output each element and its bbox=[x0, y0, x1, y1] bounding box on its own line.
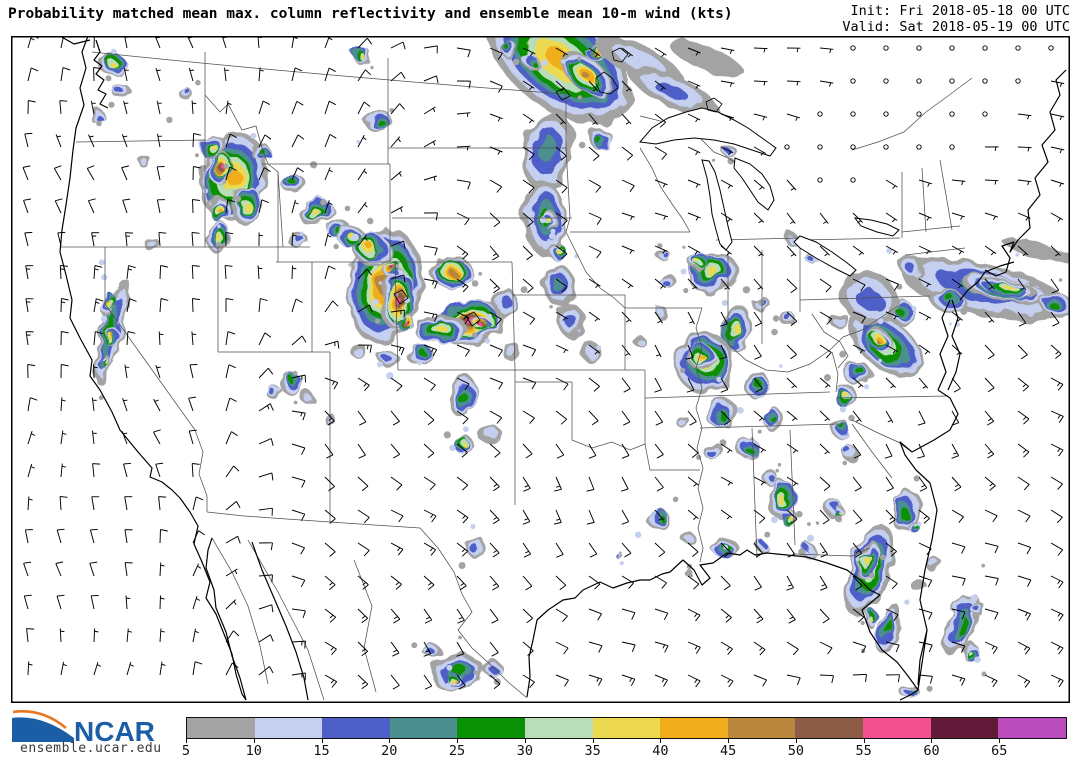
colorbar-tick-label: 25 bbox=[448, 743, 466, 759]
valid-time: Valid: Sat 2018-05-19 00 UTC bbox=[842, 18, 1070, 35]
colorbar-tick-mark bbox=[186, 739, 187, 743]
ncar-logo-swoosh bbox=[12, 717, 74, 742]
colorbar-segment bbox=[254, 718, 323, 738]
colorbar-tick-label: 30 bbox=[516, 743, 533, 759]
logo-url: ensemble.ucar.edu bbox=[20, 741, 162, 756]
colorbar-segment bbox=[930, 718, 999, 738]
colorbar-tick-label: 55 bbox=[855, 743, 872, 759]
page-title: Probability matched mean max. column ref… bbox=[8, 6, 733, 22]
colorbar-segment bbox=[795, 718, 864, 738]
reflectivity-speckles bbox=[96, 48, 1063, 692]
contour-scribbles bbox=[393, 47, 723, 327]
colorbar-tick-mark bbox=[931, 739, 933, 743]
ncar-logo-arc bbox=[12, 710, 67, 729]
colorbar-segment bbox=[863, 718, 931, 738]
colorbar-tick-mark bbox=[389, 739, 391, 743]
colorbar-tick-label: 40 bbox=[652, 743, 669, 759]
colorbar-segment bbox=[187, 718, 255, 738]
map-border bbox=[11, 36, 1070, 703]
coastlines bbox=[59, 36, 1067, 701]
colorbar-tick-label: 20 bbox=[381, 743, 398, 759]
colorbar-tick-label: 5 bbox=[181, 743, 191, 759]
colorbar-tick-label: 35 bbox=[584, 743, 601, 759]
ncar-logo: NCAR bbox=[12, 710, 155, 747]
wind-barbs-layer bbox=[22, 36, 1065, 690]
ncar-logo-text: NCAR bbox=[74, 716, 155, 747]
colorbar-ticks: 5 10 15 20 25 30 35 40 45 50 55 60 65 bbox=[182, 739, 1067, 763]
colorbar-tick-label: 65 bbox=[991, 743, 1008, 759]
colorbar-tick-mark bbox=[457, 739, 459, 743]
colorbar-tick-mark bbox=[253, 739, 255, 743]
colorbar-segment bbox=[998, 718, 1066, 738]
colorbar-tick-mark bbox=[795, 739, 797, 743]
colorbar-segment bbox=[660, 718, 728, 738]
colorbar-tick-label: 10 bbox=[245, 743, 262, 759]
weather-map bbox=[11, 36, 1070, 703]
reflectivity-layer bbox=[89, 36, 1070, 700]
colorbar-tick-mark bbox=[863, 739, 865, 743]
colorbar-tick-label: 45 bbox=[720, 743, 737, 759]
run-times: Init: Fri 2018-05-18 00 UTC Valid: Sat 2… bbox=[842, 3, 1070, 35]
colorbar-segment bbox=[727, 718, 796, 738]
colorbar-segment bbox=[592, 718, 661, 738]
colorbar-segment bbox=[322, 718, 390, 738]
init-time: Init: Fri 2018-05-18 00 UTC bbox=[850, 3, 1070, 19]
colorbar-segment bbox=[389, 718, 458, 738]
reflectivity-colorbar bbox=[186, 717, 1067, 739]
colorbar-tick-label: 60 bbox=[923, 743, 940, 759]
colorbar-tick-label: 15 bbox=[313, 743, 330, 759]
colorbar-tick-label: 50 bbox=[787, 743, 805, 759]
colorbar-tick-mark bbox=[728, 739, 730, 743]
colorbar-tick-mark bbox=[524, 739, 526, 743]
map-canvas bbox=[11, 36, 1070, 703]
colorbar-tick-mark bbox=[321, 739, 323, 743]
colorbar-segment bbox=[525, 718, 593, 738]
colorbar-tick-mark bbox=[592, 739, 594, 743]
colorbar-tick-mark bbox=[999, 739, 1001, 743]
colorbar-tick-mark bbox=[660, 739, 662, 743]
state-borders bbox=[60, 51, 973, 701]
colorbar-segment bbox=[457, 718, 526, 738]
